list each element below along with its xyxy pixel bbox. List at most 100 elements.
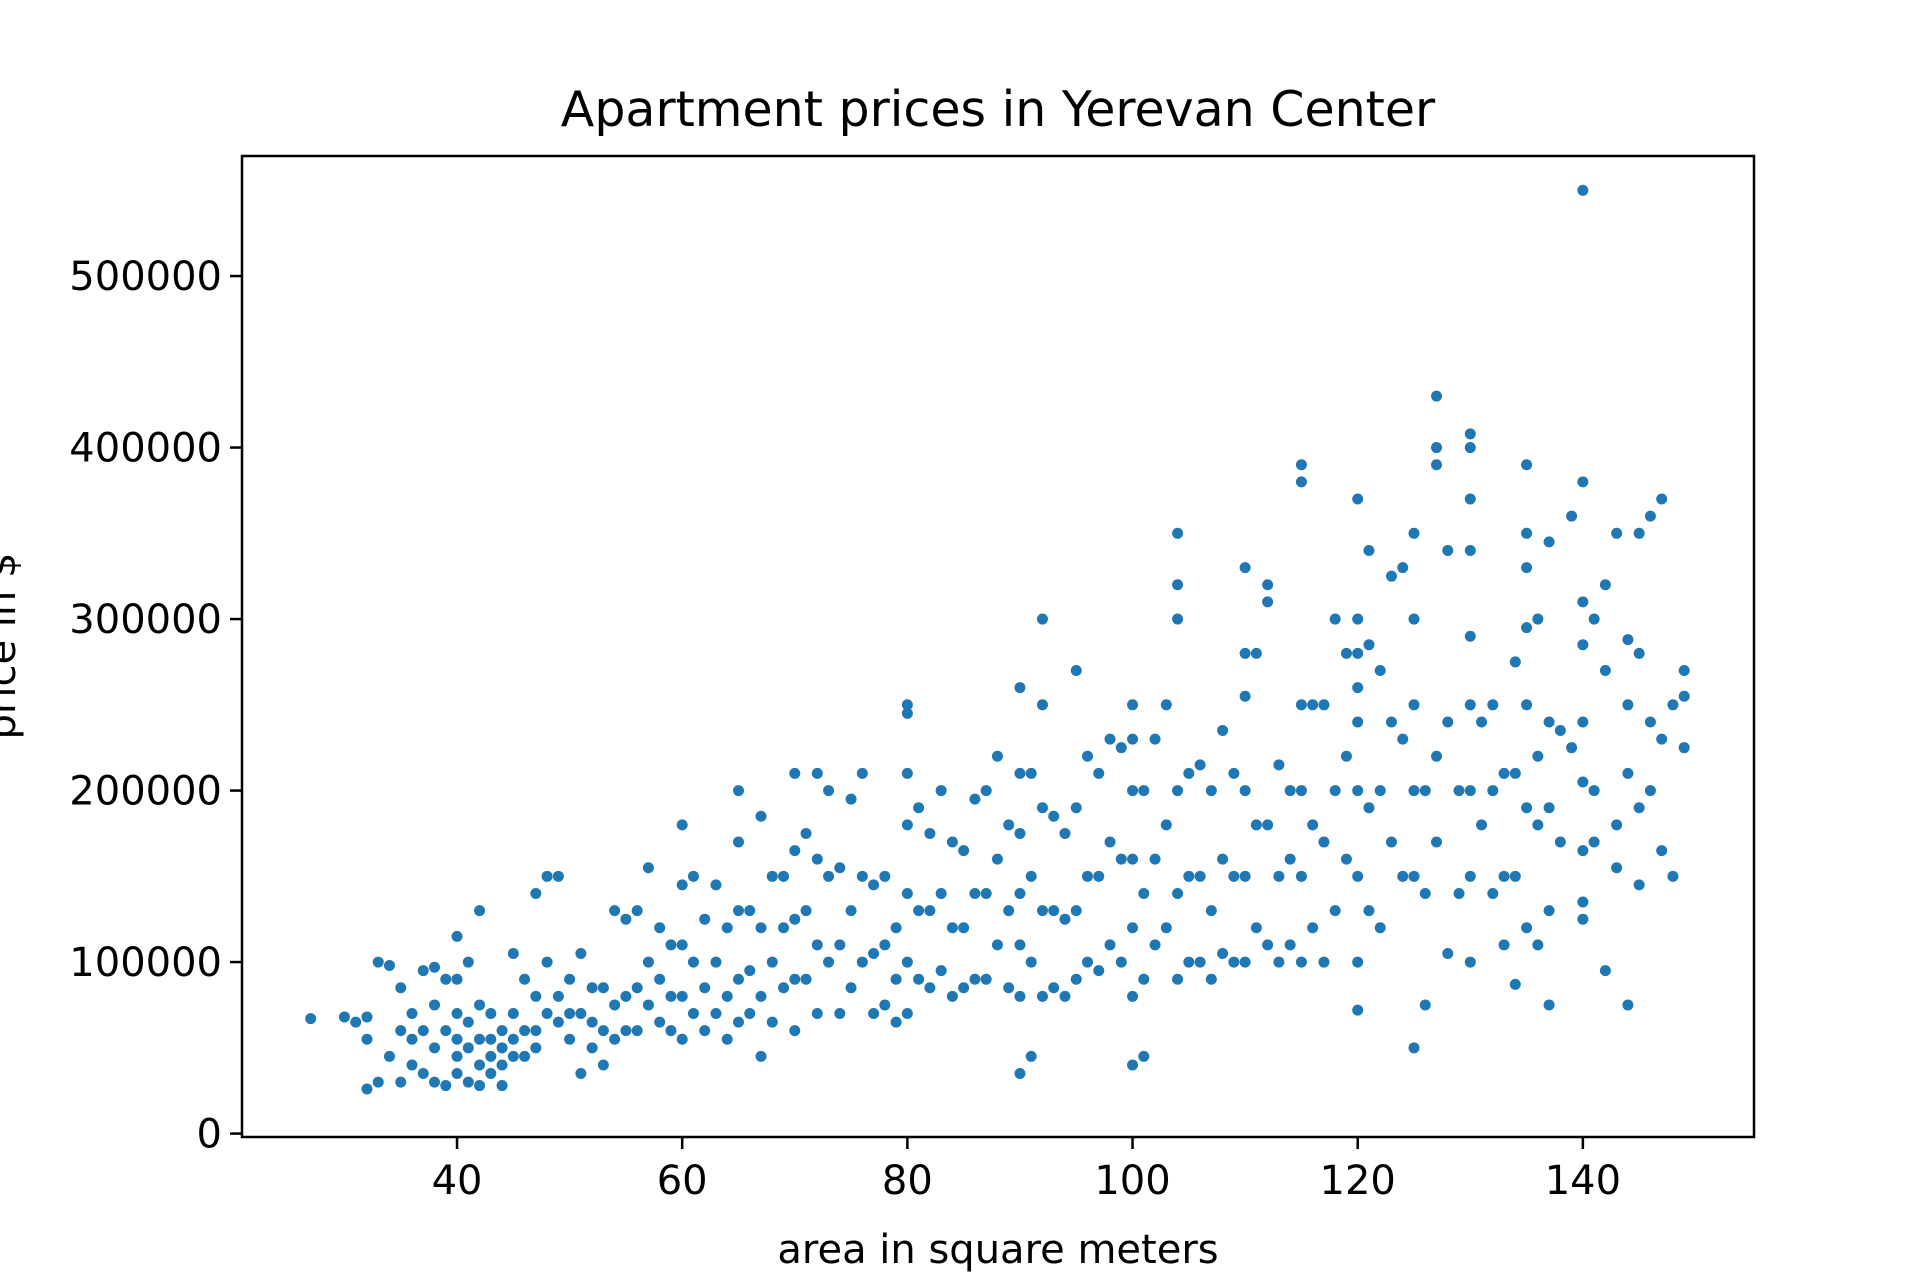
data-point	[305, 1013, 317, 1025]
data-point	[924, 827, 936, 839]
data-point	[1419, 785, 1431, 797]
data-point	[1453, 887, 1465, 899]
data-point	[642, 862, 654, 874]
data-point	[1183, 870, 1195, 882]
data-point	[1295, 956, 1307, 968]
data-point	[417, 1068, 429, 1080]
data-point	[1093, 767, 1105, 779]
data-point	[1374, 922, 1386, 934]
data-point	[609, 1033, 621, 1045]
data-point	[1307, 819, 1319, 831]
data-point	[1340, 750, 1352, 762]
data-point	[901, 887, 913, 899]
data-point	[451, 1050, 463, 1062]
data-point	[1521, 622, 1533, 634]
data-point	[1588, 613, 1600, 625]
data-point	[1239, 562, 1251, 574]
data-point	[1295, 699, 1307, 711]
data-point	[1464, 428, 1476, 440]
data-point	[980, 785, 992, 797]
data-point	[1205, 973, 1217, 985]
data-point	[1633, 527, 1645, 539]
data-point	[913, 802, 925, 814]
data-point	[1577, 476, 1589, 488]
chart-title: Apartment prices in Yerevan Center	[561, 81, 1436, 138]
data-point	[1318, 699, 1330, 711]
data-point	[1566, 742, 1578, 754]
data-point	[1036, 905, 1048, 917]
data-point	[834, 862, 846, 874]
data-point	[564, 1008, 576, 1020]
data-point	[1622, 699, 1634, 711]
data-point	[440, 1025, 452, 1037]
data-point	[462, 1016, 474, 1028]
data-point	[721, 922, 733, 934]
data-point	[1352, 493, 1364, 505]
data-point	[395, 1025, 407, 1037]
data-point	[406, 1059, 418, 1071]
data-point	[732, 905, 744, 917]
data-point	[1217, 725, 1229, 737]
data-point	[1487, 785, 1499, 797]
data-point	[552, 1016, 564, 1028]
data-point	[1577, 639, 1589, 651]
data-point	[834, 939, 846, 951]
data-point	[901, 956, 913, 968]
data-point	[665, 939, 677, 951]
data-point	[1408, 870, 1420, 882]
data-point	[530, 887, 542, 899]
data-point	[958, 922, 970, 934]
data-point	[417, 965, 429, 977]
data-point	[1250, 647, 1262, 659]
data-point	[1363, 544, 1375, 556]
data-point	[1194, 870, 1206, 882]
x-tick-label: 100	[1094, 1158, 1170, 1204]
data-point	[474, 1080, 486, 1092]
data-point	[474, 1059, 486, 1071]
data-point	[1307, 699, 1319, 711]
data-point	[1408, 1042, 1420, 1054]
data-point	[1070, 802, 1082, 814]
data-point	[856, 767, 868, 779]
data-point	[631, 982, 643, 994]
data-point	[789, 767, 801, 779]
data-point	[1464, 956, 1476, 968]
data-point	[935, 887, 947, 899]
data-point	[1408, 527, 1420, 539]
data-point	[890, 973, 902, 985]
data-point	[609, 905, 621, 917]
x-axis-ticks: 40 60 80 100 120 140	[432, 1137, 1621, 1204]
data-point	[1599, 665, 1611, 677]
data-point	[1498, 767, 1510, 779]
data-point	[485, 1008, 497, 1020]
data-point	[800, 905, 812, 917]
data-point	[451, 1033, 463, 1045]
data-point	[507, 947, 519, 959]
data-point	[766, 870, 778, 882]
data-point	[1521, 459, 1533, 471]
data-point	[1419, 999, 1431, 1011]
data-point	[1082, 750, 1094, 762]
data-point	[1048, 810, 1060, 822]
data-point	[755, 1050, 767, 1062]
data-point	[1611, 819, 1623, 831]
data-point	[1453, 785, 1465, 797]
data-point	[1160, 922, 1172, 934]
data-point	[1048, 905, 1060, 917]
data-point	[1228, 870, 1240, 882]
data-point	[1476, 716, 1488, 728]
data-point	[1667, 699, 1679, 711]
data-point	[710, 1008, 722, 1020]
data-point	[1487, 699, 1499, 711]
data-point	[1577, 596, 1589, 608]
y-axis-label: price in $	[0, 553, 25, 740]
data-point	[1239, 956, 1251, 968]
data-point	[1036, 613, 1048, 625]
data-point	[1127, 922, 1139, 934]
data-point	[1667, 870, 1679, 882]
data-point	[1014, 682, 1026, 694]
data-point	[1295, 785, 1307, 797]
data-point	[564, 1033, 576, 1045]
data-point	[1014, 887, 1026, 899]
data-point	[868, 879, 880, 891]
